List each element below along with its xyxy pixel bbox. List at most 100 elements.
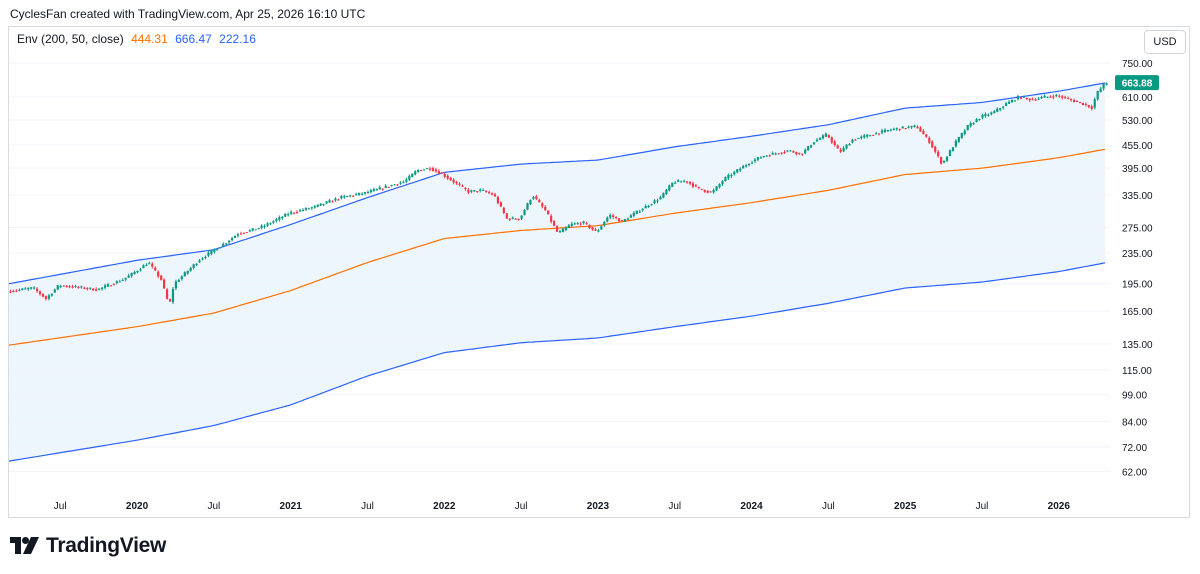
candle-body[interactable] xyxy=(827,135,830,138)
candle-body[interactable] xyxy=(993,111,996,114)
candle-body[interactable] xyxy=(697,187,700,189)
candle-body[interactable] xyxy=(626,218,630,220)
candle-body[interactable] xyxy=(316,204,319,207)
candle-body[interactable] xyxy=(266,223,269,226)
candle-body[interactable] xyxy=(718,184,721,188)
candle-body[interactable] xyxy=(845,144,848,149)
candle-body[interactable] xyxy=(340,196,343,199)
candle-body[interactable] xyxy=(807,146,810,151)
candle-body[interactable] xyxy=(880,130,884,133)
candle-body[interactable] xyxy=(629,215,632,218)
candle-body[interactable] xyxy=(257,228,260,230)
candle-body[interactable] xyxy=(780,152,783,154)
candle-body[interactable] xyxy=(142,265,145,269)
candle-body[interactable] xyxy=(567,225,570,228)
candle-body[interactable] xyxy=(411,173,414,178)
candle-body[interactable] xyxy=(100,287,104,289)
candle-body[interactable] xyxy=(230,238,234,241)
candle-body[interactable] xyxy=(558,231,562,233)
candle-body[interactable] xyxy=(482,189,485,191)
candle-body[interactable] xyxy=(490,193,494,195)
candle-body[interactable] xyxy=(437,171,440,174)
candle-body[interactable] xyxy=(526,203,529,210)
candle-body[interactable] xyxy=(1099,88,1102,93)
candle-body[interactable] xyxy=(978,118,981,120)
candle-body[interactable] xyxy=(937,151,940,157)
candle-body[interactable] xyxy=(685,181,689,183)
candle-body[interactable] xyxy=(1105,83,1108,86)
candle-body[interactable] xyxy=(319,203,322,206)
candle-body[interactable] xyxy=(544,206,547,211)
candle-body[interactable] xyxy=(966,124,969,131)
candle-body[interactable] xyxy=(877,133,881,135)
candle-body[interactable] xyxy=(83,287,86,289)
candle-body[interactable] xyxy=(56,285,59,290)
candle-body[interactable] xyxy=(1087,105,1090,108)
candle-body[interactable] xyxy=(431,168,435,171)
candle-body[interactable] xyxy=(378,187,381,190)
candle-body[interactable] xyxy=(254,229,257,231)
candle-body[interactable] xyxy=(192,264,195,268)
candle-body[interactable] xyxy=(275,219,278,222)
candle-body[interactable] xyxy=(733,171,736,175)
candle-body[interactable] xyxy=(136,271,139,273)
candle-body[interactable] xyxy=(1037,98,1040,100)
candle-body[interactable] xyxy=(957,137,960,142)
candle-body[interactable] xyxy=(1070,99,1073,101)
candle-body[interactable] xyxy=(307,208,310,210)
candle-body[interactable] xyxy=(12,291,15,293)
candle-body[interactable] xyxy=(310,207,313,209)
candle-body[interactable] xyxy=(712,189,715,193)
candle-body[interactable] xyxy=(538,199,541,203)
candle-body[interactable] xyxy=(174,281,178,289)
candle-body[interactable] xyxy=(313,205,316,208)
candle-body[interactable] xyxy=(112,284,115,286)
candle-body[interactable] xyxy=(47,295,50,299)
candle-body[interactable] xyxy=(550,215,553,222)
candle-body[interactable] xyxy=(38,291,42,295)
candle-body[interactable] xyxy=(857,138,860,140)
candle-body[interactable] xyxy=(777,153,780,155)
candle-body[interactable] xyxy=(1022,96,1025,98)
candle-body[interactable] xyxy=(422,169,426,171)
candle-body[interactable] xyxy=(1028,98,1031,101)
candle-body[interactable] xyxy=(384,185,387,188)
candle-body[interactable] xyxy=(759,157,762,159)
candle-body[interactable] xyxy=(585,222,588,224)
candle-body[interactable] xyxy=(301,209,305,211)
candle-body[interactable] xyxy=(213,249,216,252)
candle-body[interactable] xyxy=(987,114,990,116)
candle-body[interactable] xyxy=(77,287,80,289)
candle-body[interactable] xyxy=(588,224,591,229)
candle-body[interactable] xyxy=(41,293,45,297)
candle-body[interactable] xyxy=(1049,96,1052,98)
candle-body[interactable] xyxy=(21,288,24,290)
candle-body[interactable] xyxy=(360,193,364,195)
candle-body[interactable] xyxy=(883,129,887,132)
candle-body[interactable] xyxy=(801,153,804,155)
candle-body[interactable] xyxy=(98,288,101,290)
candle-body[interactable] xyxy=(804,149,807,154)
candle-body[interactable] xyxy=(366,192,370,194)
candle-body[interactable] xyxy=(260,225,263,228)
candle-body[interactable] xyxy=(919,127,922,132)
candle-body[interactable] xyxy=(505,213,508,219)
candle-body[interactable] xyxy=(641,209,644,211)
tradingview-logo[interactable]: TradingView xyxy=(10,534,166,558)
candle-body[interactable] xyxy=(768,155,771,157)
candle-body[interactable] xyxy=(706,190,709,193)
candle-body[interactable] xyxy=(103,285,107,288)
candle-body[interactable] xyxy=(922,130,925,135)
candle-body[interactable] xyxy=(963,130,966,135)
candle-body[interactable] xyxy=(405,179,408,182)
candle-body[interactable] xyxy=(27,288,30,290)
candle-body[interactable] xyxy=(730,175,733,177)
candle-body[interactable] xyxy=(65,285,68,287)
candle-body[interactable] xyxy=(671,182,674,187)
candle-body[interactable] xyxy=(1090,106,1093,109)
candle-body[interactable] xyxy=(473,190,476,192)
candle-body[interactable] xyxy=(493,194,497,197)
candle-body[interactable] xyxy=(458,183,461,185)
candle-body[interactable] xyxy=(709,191,712,193)
candle-body[interactable] xyxy=(750,162,754,164)
